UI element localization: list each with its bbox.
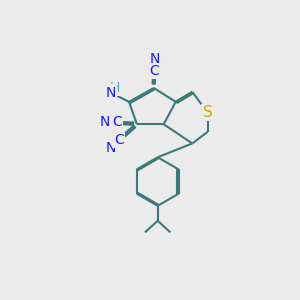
Text: N: N [100,116,110,129]
Text: H: H [110,81,120,95]
Text: C: C [112,116,122,129]
Text: N: N [106,141,116,155]
Text: S: S [203,105,212,120]
Text: N: N [149,52,160,66]
Text: C: C [114,133,124,147]
Text: N: N [105,85,116,100]
Text: C: C [149,64,159,78]
